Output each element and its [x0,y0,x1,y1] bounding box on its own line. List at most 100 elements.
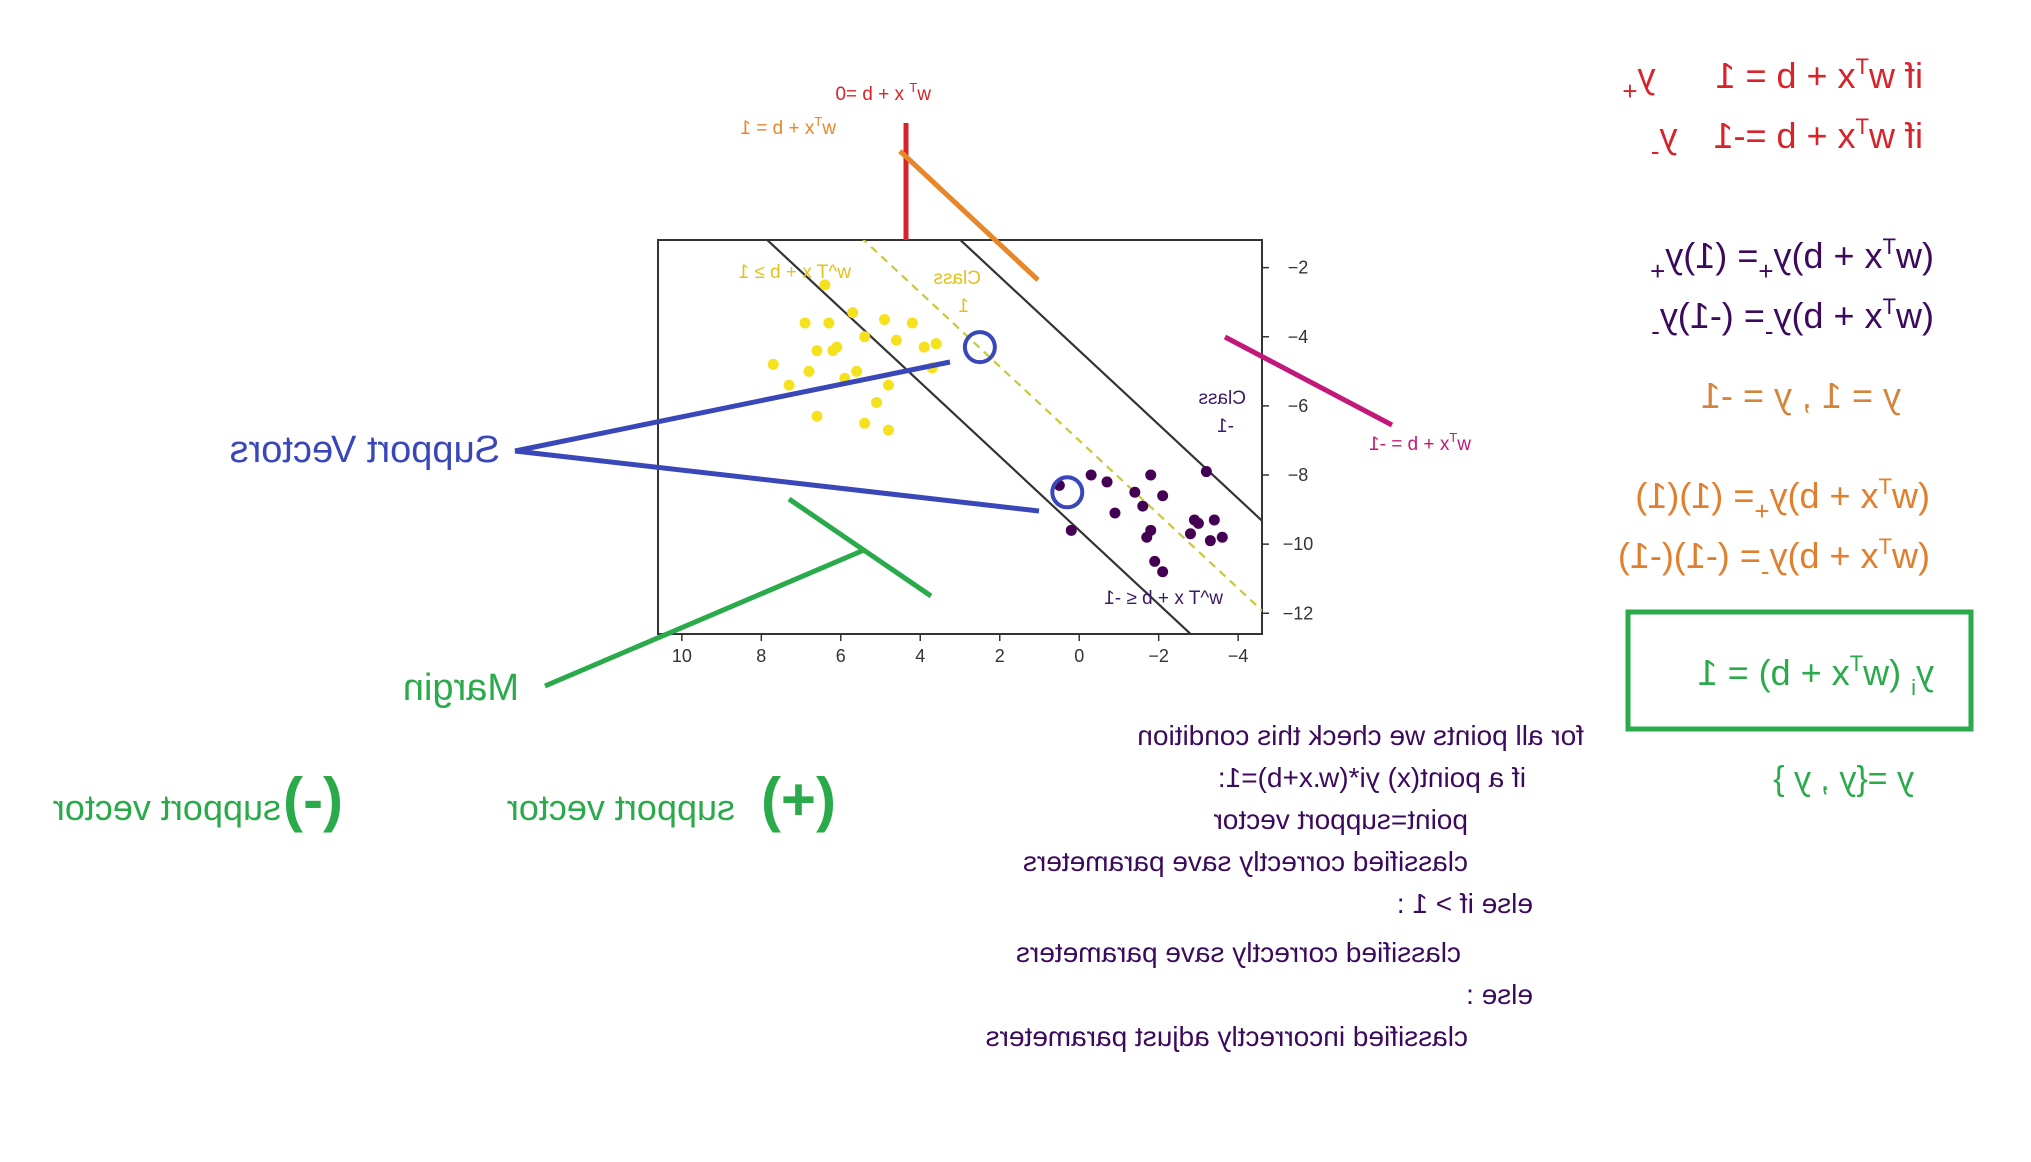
class-minus1-point [1141,531,1153,543]
scatter-plot: 10 8 6 4 2 0 −2 −4 −2 −4 −6 −8 −10 −12 w^T x + b ≥ 1… [657,239,1314,666]
pseudo-line-7: else : [1466,979,1533,1010]
boxed-equation: yi (wTx + b) = 1 [1698,651,1934,700]
minus-line-label: wTx + b = -1 [1369,430,1472,455]
y-tick-label: −8 [1288,465,1309,485]
class-minus1-region-label: w^T x + b ≤ -1 [1104,588,1224,609]
x-tick-label: 2 [995,646,1005,666]
pseudo-line-1: for all points we check this condition [1137,720,1584,751]
margin-pointer [544,547,865,689]
support-vector-circle [1050,475,1085,510]
mult-plus: (wTx + b)y+= (1)y+ [1650,234,1934,286]
class1-point [859,417,871,429]
y-tick-label: −10 [1283,534,1314,554]
minus-support-text: support vector [53,787,281,828]
pseudo-line-5: else if > 1 : [1397,888,1533,919]
x-axis: 10 8 6 4 2 0 −2 −4 [672,634,1249,666]
callout-labels: wT x + b =0 wTx + b = 1 wTx + b = -1 [740,80,1472,455]
class1-point [831,341,843,353]
class1-point [823,317,835,329]
class1-point [803,365,815,377]
x-tick-label: 10 [672,646,692,666]
class-minus1-point [1085,469,1097,481]
support-vectors-label: Support Vectors [230,429,500,471]
pseudo-line-2: if a point(x) yi*(w.x+b)=1: [1218,762,1526,793]
mult-minus: (wTx + b)y-= (-1)y- [1651,294,1934,346]
support-vector-pointer-1 [514,359,951,454]
data-points [767,279,1228,578]
pseudo-line-4: classified correctly save parameters [1023,846,1468,877]
boxed-constraint [1625,609,1974,732]
class1-point [879,313,890,325]
y-axis: −2 −4 −6 −8 −10 −12 [1262,258,1314,623]
support-vector-circle [962,330,997,365]
y-tick-label: −6 [1288,396,1309,416]
x-tick-label: 8 [756,646,766,666]
class-minus1-point [1129,486,1141,498]
class1-region-label: w^T x + b ≥ 1 [739,262,852,283]
sub-plus: (wTx + b)y+= (1)(1) [1635,474,1930,526]
sub-minus: (wTx + b)y-= (-1)(-1) [1618,534,1930,586]
class1-point [882,379,894,391]
x-tick-label: 4 [915,646,925,666]
class1-point [847,307,859,319]
class1-point [819,279,831,291]
eq-minus: if wTx + b =-1y- [1651,114,1923,166]
class1-point [882,424,894,436]
class1-label: Class [933,268,981,289]
margin-line-minus [658,240,1262,634]
y-tick-label: −2 [1288,258,1309,278]
eq-plus: if wTx + b = 1y+ [1622,54,1923,106]
class1-point [890,334,902,346]
x-tick-label: 0 [1074,646,1084,666]
pseudo-line-8: classified incorrectly adjust parameters [986,1021,1468,1052]
class-minus1-point [1109,507,1121,519]
class1-point [767,358,779,370]
callouts [514,123,1394,689]
plus-boundary-leader [898,149,1040,282]
class1-point [906,317,918,329]
support-vector-circles [962,330,1085,510]
class1-point [918,341,930,353]
support-vector-signs: (+) support vector (-) support vector [53,766,836,833]
minus-boundary-leader [1223,334,1394,428]
pseudocode: for all points we check this condition i… [986,720,1584,1052]
x-tick-label: −2 [1148,646,1169,666]
class-minus1-point [1065,524,1077,536]
boundary-lines [658,240,1262,634]
margin-line-plus [658,240,1262,574]
pseudo-line-3: point=support vector [1214,804,1469,835]
class-minus1-point [1184,528,1196,540]
zero-line-label: wT x + b =0 [835,80,932,105]
class-minus1-point [1200,466,1212,478]
class1-point [811,345,823,357]
x-tick-label: 6 [836,646,846,666]
equations: if wTx + b = 1y+ if wTx + b =-1y- (wTx +… [1618,54,1974,798]
class-minus1-point [1101,476,1113,488]
y-tick-label: −4 [1288,327,1309,347]
class1-point [811,410,823,422]
minus-sign: (-) [283,766,343,833]
class1-point [930,338,942,350]
class-minus1-point [1137,500,1149,512]
margin-label: Margin [403,667,519,709]
class1-number: 1 [958,296,969,317]
class-minus1-number: -1 [1217,416,1234,437]
class-minus1-point [1149,555,1161,567]
class-minus1-point [1157,490,1169,502]
support-vector-pointer-2 [514,448,1040,514]
class1-point [859,331,871,343]
values-line: y = 1 , y = -1 [1701,375,1901,416]
plus-support-text: support vector [507,787,735,828]
x-tick-label: −4 [1228,646,1249,666]
plus-line-label: wTx + b = 1 [740,114,837,139]
class-minus1-point [1204,535,1216,547]
class-minus1-point [1216,531,1228,543]
class1-point [799,317,811,329]
set-definition: y ={y , y } [1773,760,1914,798]
class1-point [783,379,795,391]
class-minus1-point [1192,517,1204,529]
decision-line [658,240,1262,634]
y-tick-label: −12 [1283,603,1314,623]
